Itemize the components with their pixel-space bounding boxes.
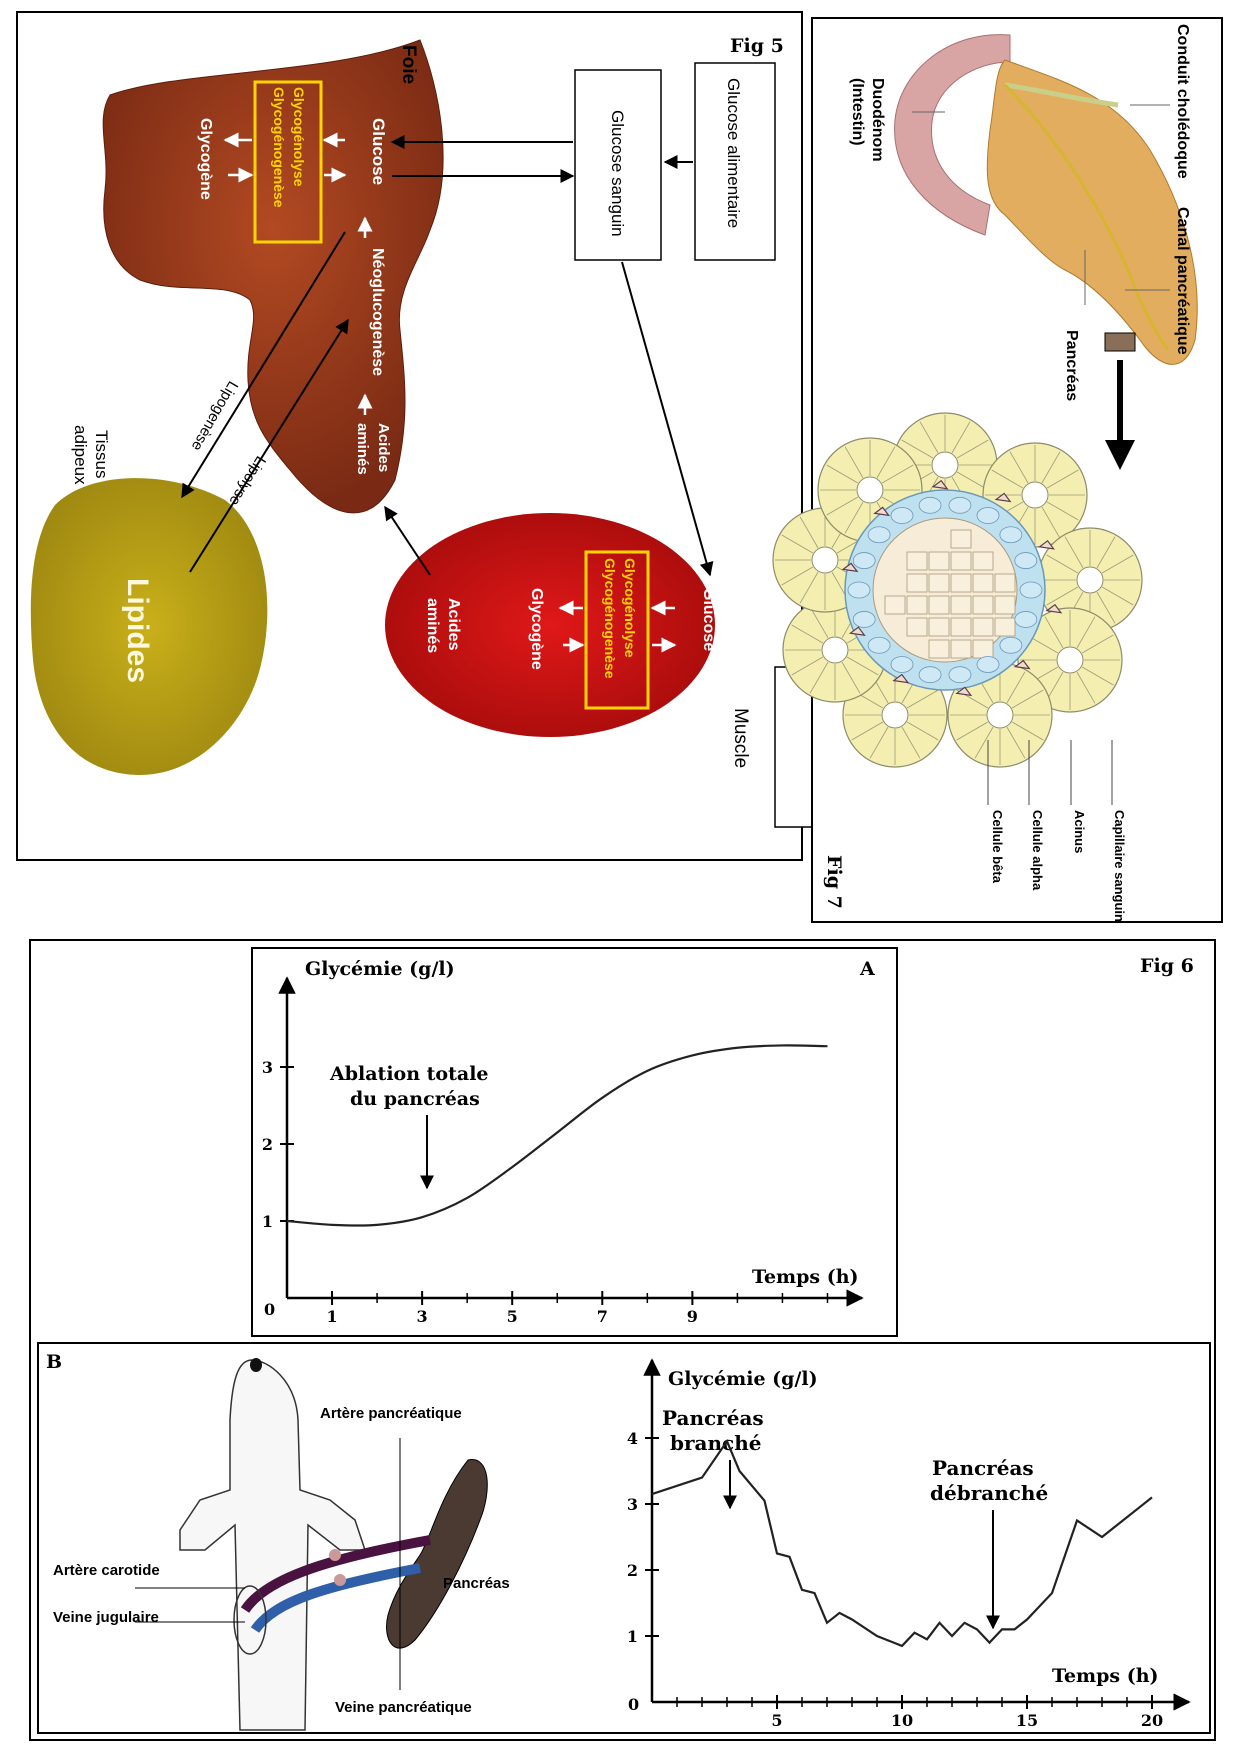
x-tick-label: 7 (597, 1307, 608, 1326)
capillaire-label: Capillaire sanguin (1112, 810, 1127, 922)
fig6-title: Fig 6 (1140, 955, 1194, 977)
x-tick-label: 5 (507, 1307, 518, 1326)
pancreas-label: Pancréas (1063, 330, 1080, 401)
x-tick-label: 1 (326, 1307, 337, 1326)
choledoque-duct (1004, 82, 1119, 108)
x-tick-label: 3 (417, 1307, 428, 1326)
y-tick-label: 3 (262, 1058, 273, 1077)
y-tick-label: 1 (627, 1627, 638, 1646)
liver-glycogenolyse-label: Glycogénolyse (291, 87, 307, 187)
y-tick-label: 3 (627, 1495, 638, 1514)
fig7-title: Fig 7 (823, 855, 845, 909)
zoom-region (1104, 332, 1136, 352)
muscle-amines-label: aminés (424, 598, 441, 653)
fig7-panel: Duodénom (Intestin) Conduit cholédoque C… (772, 17, 1223, 923)
y-tick-label: 4 (627, 1429, 638, 1448)
panelB-annot-debranche-2: débranché (930, 1481, 1048, 1505)
muscle-glycogene-label: Glycogène (528, 588, 545, 670)
fig6-panel: Fig 6 A Glycémie (g/l) Temps (h) 0 Ablat… (29, 939, 1216, 1741)
liver-acides-label: Acides (375, 423, 392, 472)
panelA-origin: 0 (264, 1300, 275, 1319)
panelA-chart: 1 3 5 7 9 1 2 3 (262, 976, 864, 1326)
x-tick-label: 9 (687, 1307, 698, 1326)
panelB-annot-branche-2: branché (670, 1431, 761, 1455)
muscle-glycogenolyse-label: Glycogénolyse (622, 558, 638, 658)
pancreas-shape (986, 59, 1198, 365)
glucose-alimentaire-label: Glucose alimentaire (724, 78, 743, 228)
y-tick-label: 1 (262, 1212, 273, 1231)
adipose-shape (30, 478, 268, 775)
y-tick-label: 2 (627, 1561, 638, 1580)
panelA-annotation-2: du pancréas (350, 1088, 480, 1110)
panelB-label: B (46, 1351, 62, 1373)
muscle-glycogenogenese-label: Glycogénogenèse (602, 558, 618, 679)
glucose-sanguin-box (574, 69, 662, 261)
muscle-process-box (584, 550, 650, 710)
muscle-shape (385, 513, 715, 737)
duodenum-shape (894, 34, 1011, 236)
panelA-xlabel: Temps (h) (752, 1266, 859, 1288)
panelA-ylabel: Glycémie (g/l) (305, 958, 455, 980)
y-tick-label: 2 (262, 1135, 273, 1154)
acinus-label: Acinus (1072, 810, 1087, 853)
adipeux-label: adipeux (71, 425, 90, 485)
vein-tube (250, 1563, 421, 1633)
muscle-acides-label: Acides (445, 598, 462, 651)
panelA-annotation-1: Ablation totale (329, 1063, 489, 1085)
liver-process-box (253, 80, 323, 244)
panelB-pancreas-label: Pancréas (443, 1575, 510, 1592)
fig5-title: Fig 5 (730, 35, 784, 57)
muscle-glucose-label: Glucose (700, 588, 717, 651)
liver-glycogenogenese-label: Glycogénogenèse (271, 87, 287, 208)
cellule-alpha-label: Cellule alpha (1030, 810, 1045, 891)
liver-glycogene-label: Glycogène (197, 118, 214, 200)
x-tick-label: 5 (771, 1711, 782, 1730)
fig5-panel: Glucose Glycogène Néoglucogenèse Acides … (16, 11, 856, 861)
glucose-sanguin-label: Glucose sanguin (608, 110, 627, 237)
glucose-alimentaire-box (694, 62, 776, 261)
dog-nose (250, 1358, 262, 1372)
islet-illustration (772, 412, 1143, 768)
veine-jugulaire-label: Veine jugulaire (53, 1609, 159, 1626)
artere-carotide-label: Artère carotide (53, 1562, 160, 1579)
panelB-annot-debranche-1: Pancréas (932, 1456, 1034, 1480)
lipides-label: Lipides (121, 578, 154, 683)
panelA-label: A (859, 958, 875, 980)
artery-tube (240, 1535, 431, 1613)
panelB-origin: 0 (628, 1695, 639, 1714)
canal-pancreatique-label: Canal pancréatique (1174, 207, 1191, 355)
x-tick-label: 20 (1141, 1711, 1163, 1730)
panelA-frame (251, 947, 898, 1337)
muscle-label: Muscle (730, 708, 751, 768)
pancreatic-duct (1003, 83, 1170, 351)
foie-label: Foie (398, 45, 419, 84)
panelB-chart: 5 10 15 20 1 2 3 4 (627, 1358, 1191, 1730)
panelB-ylabel: Glycémie (g/l) (668, 1368, 818, 1390)
neoglucogenese-label: Néoglucogenèse (369, 248, 386, 376)
duodenum-label-2: (Intestin) (849, 78, 866, 146)
series-line (286, 1044, 828, 1227)
veine-pancreatique-label: Veine pancréatique (335, 1699, 472, 1716)
liver-amines-label: aminés (354, 423, 371, 475)
tissus-label: Tissus (92, 430, 111, 479)
panelB-xlabel: Temps (h) (1052, 1665, 1159, 1687)
x-tick-label: 10 (891, 1711, 913, 1730)
cellule-beta-label: Cellule bêta (990, 810, 1005, 884)
liver-glucose-label: Glucose (369, 118, 388, 185)
duodenum-label-1: Duodénom (869, 78, 886, 162)
panelB-annot-branche-1: Pancréas (662, 1406, 764, 1430)
dog-head (179, 1359, 367, 1731)
artere-pancreatique-label: Artère pancréatique (320, 1405, 462, 1422)
dog-illustration (179, 1358, 488, 1731)
series-line (651, 1439, 1153, 1648)
x-tick-label: 15 (1016, 1711, 1038, 1730)
conduit-choledoque-label: Conduit cholédoque (1174, 24, 1191, 179)
